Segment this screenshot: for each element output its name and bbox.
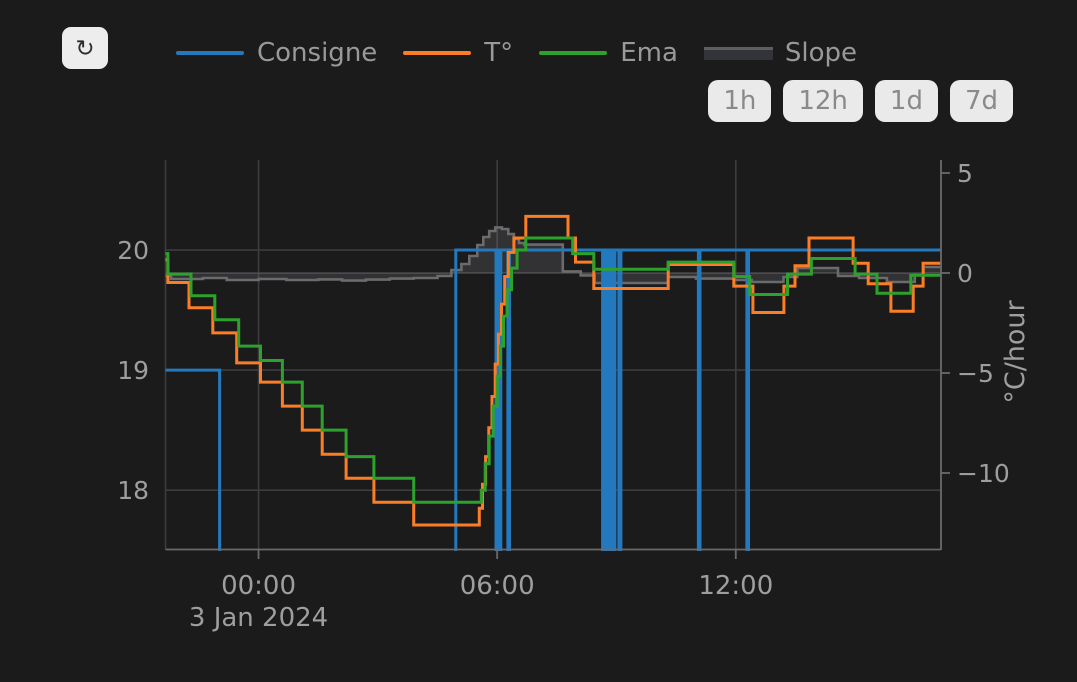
y2-axis-tick-label: −10: [957, 459, 1010, 488]
legend-item-consigne[interactable]: Consigne: [176, 40, 377, 66]
y-axis-tick-label: 20: [117, 236, 149, 265]
consigne-line-swatch: [176, 51, 244, 55]
legend-label-ema: Ema: [620, 38, 678, 68]
legend-label-temperature: T°: [484, 38, 514, 68]
y2-axis-tick-label: 5: [957, 159, 973, 188]
x-axis-date-label: 3 Jan 2024: [189, 603, 328, 633]
slope-area-fill: [165, 227, 941, 283]
range-buttons: 1h 12h 1d 7d: [708, 80, 1013, 122]
temperature-line-swatch: [403, 51, 472, 55]
chart-legend: Consigne T° Ema Slope: [176, 39, 857, 67]
ema-line-swatch: [539, 51, 608, 55]
right-axis-title: °C/hour: [1000, 299, 1031, 403]
legend-item-slope[interactable]: Slope: [703, 38, 858, 68]
range-button-1d[interactable]: 1d: [874, 80, 938, 122]
x-axis-tick-label: 00:00: [221, 571, 296, 601]
range-button-1h[interactable]: 1h: [708, 80, 772, 122]
x-axis-tick-label: 06:00: [460, 571, 535, 601]
series-line-t°: [165, 214, 941, 527]
range-button-12h[interactable]: 12h: [783, 80, 863, 122]
x-axis-tick-label: 12:00: [698, 571, 773, 601]
legend-label-consigne: Consigne: [257, 38, 378, 68]
y2-axis-tick-label: −5: [957, 359, 994, 388]
series-line-ema: [165, 236, 941, 504]
legend-item-temperature[interactable]: T°: [403, 40, 513, 66]
refresh-icon: ↻: [75, 34, 95, 61]
slope-line: [165, 226, 941, 285]
legend-label-slope: Slope: [784, 38, 858, 68]
legend-item-ema[interactable]: Ema: [539, 40, 678, 66]
y-axis-tick-label: 18: [117, 476, 149, 505]
y-axis-tick-label: 19: [117, 356, 149, 385]
y2-axis-tick-label: 0: [957, 259, 973, 288]
refresh-button[interactable]: ↻: [62, 27, 108, 69]
slope-area-swatch: [703, 46, 773, 60]
range-button-7d[interactable]: 7d: [949, 80, 1013, 122]
